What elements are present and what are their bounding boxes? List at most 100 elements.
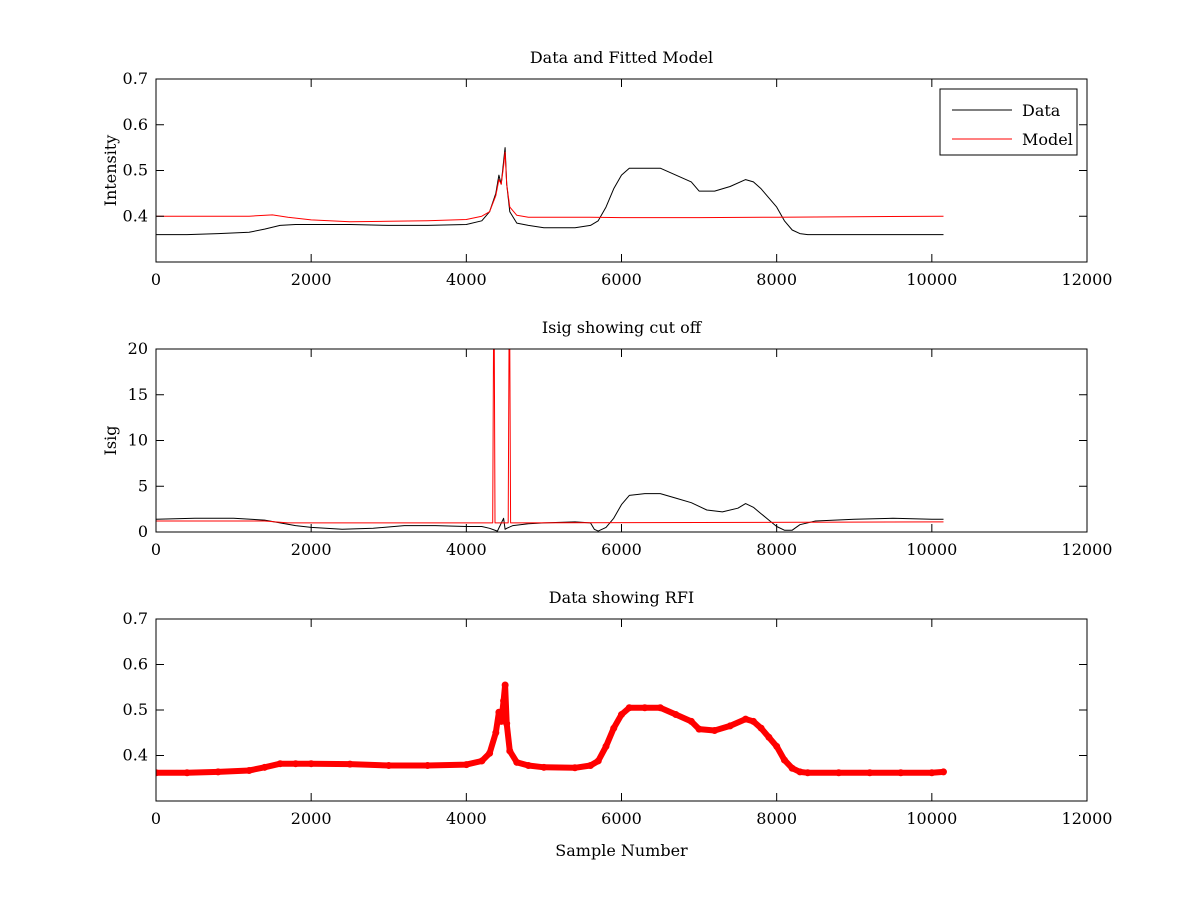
data-point — [307, 760, 315, 768]
data-point — [625, 704, 633, 712]
x-tick-label: 0 — [151, 809, 161, 828]
model-line — [156, 151, 944, 223]
data-point — [503, 720, 511, 728]
data-point — [385, 762, 393, 770]
data-point — [897, 769, 905, 777]
data-point — [214, 768, 222, 776]
data-point — [495, 708, 503, 716]
x-tick-label: 2000 — [291, 540, 332, 559]
y-tick-label: 0.5 — [123, 700, 148, 719]
x-tick-label: 6000 — [601, 540, 642, 559]
legend-label: Data — [1022, 101, 1061, 120]
data-point — [610, 724, 618, 732]
data-point — [726, 722, 734, 730]
x-tick-label: 0 — [151, 270, 161, 289]
data-point — [939, 768, 947, 776]
data-point — [765, 733, 773, 741]
legend: Data Model — [939, 88, 1078, 156]
x-tick-label: 10000 — [906, 809, 957, 828]
data-point — [183, 769, 191, 777]
data-point — [804, 769, 812, 777]
data-point — [788, 764, 796, 772]
x-tick-label: 0 — [151, 540, 161, 559]
y-tick-label: 10 — [128, 431, 148, 450]
legend-box — [939, 88, 1078, 156]
y-tick-label: 0 — [138, 522, 148, 541]
data-point — [276, 760, 284, 768]
data-point — [749, 717, 757, 725]
y-tick-label: 0.6 — [123, 115, 148, 134]
data-point — [780, 756, 788, 764]
data-point — [486, 749, 494, 757]
x-tick-label: 4000 — [446, 540, 487, 559]
subplots: 0 2000 4000 6000 8000 10000 120000.40.50.60.7D… — [101, 48, 1112, 860]
y-tick-label: 0.4 — [123, 206, 148, 225]
series-1-line — [156, 682, 944, 776]
data-point — [641, 704, 649, 712]
data-point — [492, 729, 500, 737]
y-tick-label: 0.5 — [123, 161, 148, 180]
chart-title: Data showing RFI — [549, 588, 694, 607]
y-axis-label: Isig — [101, 426, 120, 456]
data-point — [497, 717, 505, 725]
x-tick-label: 6000 — [601, 809, 642, 828]
data-point — [835, 769, 843, 777]
series-2-line — [156, 349, 944, 524]
x-tick-label: 10000 — [906, 540, 957, 559]
y-tick-label: 0.7 — [123, 609, 148, 628]
data-point — [424, 762, 432, 770]
data-line — [156, 147, 944, 236]
data-point — [524, 762, 532, 770]
y-tick-label: 15 — [128, 385, 148, 404]
data-point — [757, 724, 765, 732]
chart-title: Isig showing cut off — [542, 318, 703, 337]
subplot-1: 0 2000 4000 6000 8000 10000 12000 0.4 0.5 0.6 0.7 D… — [101, 48, 1112, 289]
data-point — [796, 768, 804, 776]
x-tick-label: 10000 — [906, 270, 957, 289]
data-point — [506, 747, 514, 755]
y-tick-label: 0.4 — [123, 746, 148, 765]
x-tick-label: 2000 — [291, 809, 332, 828]
data-point — [602, 742, 610, 750]
y-tick-label: 0.7 — [123, 69, 148, 88]
y-tick-label: 5 — [138, 476, 148, 495]
x-tick-label: 12000 — [1062, 540, 1113, 559]
subplot-3: 0 2000 4000 6000 8000 10000 12000 0.4 0.5 0.6 0.7 D… — [123, 588, 1113, 860]
subplot-2: 0 2000 4000 6000 8000 10000 12000 0 5 10 15 20 Isig … — [101, 318, 1112, 559]
data-point — [586, 762, 594, 770]
data-point — [346, 760, 354, 768]
y-axis-label: Intensity — [101, 135, 120, 207]
x-tick-label: 12000 — [1062, 270, 1113, 289]
data-point — [513, 758, 521, 766]
x-tick-label: 4000 — [446, 809, 487, 828]
x-tick-label: 2000 — [291, 270, 332, 289]
x-tick-label: 8000 — [756, 809, 797, 828]
data-point — [261, 763, 269, 771]
chart-title: Data and Fitted Model — [530, 48, 713, 67]
data-point — [928, 769, 936, 777]
data-point — [594, 757, 602, 765]
data-point — [156, 769, 160, 777]
legend-label: Model — [1022, 130, 1073, 149]
data-point — [773, 742, 781, 750]
data-point — [687, 717, 695, 725]
data-point — [618, 711, 625, 719]
data-point — [540, 763, 548, 771]
data-point — [742, 715, 750, 723]
data-point — [672, 711, 680, 719]
data-point — [501, 681, 509, 689]
data-point — [695, 725, 703, 733]
x-axis-label: Sample Number — [555, 841, 688, 860]
data-point — [245, 767, 253, 775]
data-point — [500, 697, 508, 705]
x-tick-label: 4000 — [446, 270, 487, 289]
y-tick-label: 20 — [128, 339, 148, 358]
data-point — [478, 757, 486, 765]
data-point — [571, 764, 579, 772]
x-tick-label: 6000 — [601, 270, 642, 289]
data-point — [292, 760, 300, 768]
y-tick-label: 0.6 — [123, 655, 148, 674]
data-point — [711, 726, 719, 734]
data-point — [866, 769, 874, 777]
